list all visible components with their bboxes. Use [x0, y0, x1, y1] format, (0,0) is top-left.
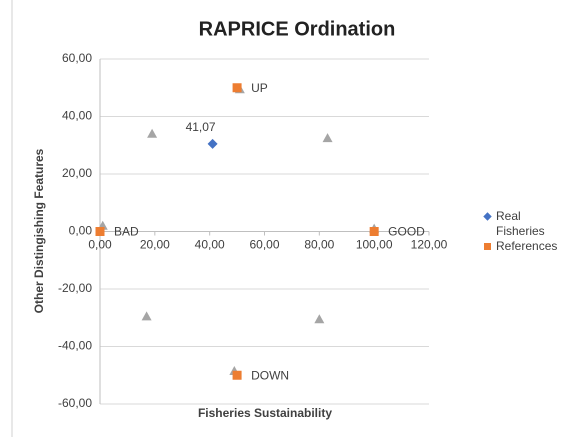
- point-label: UP: [251, 81, 268, 95]
- triangle-marker: [322, 133, 333, 143]
- x-tick-label: 100,00: [356, 238, 393, 252]
- y-tick-label: 20,00: [62, 166, 92, 180]
- legend-label: Real Fisheries: [496, 209, 545, 238]
- point-label: GOOD: [388, 225, 425, 239]
- legend-label: References: [496, 239, 558, 253]
- diamond-marker: [207, 138, 218, 149]
- x-tick-label: 40,00: [195, 238, 225, 252]
- x-tick-label: 0,00: [88, 238, 112, 252]
- triangle-marker: [141, 311, 152, 321]
- square-marker: [369, 227, 379, 236]
- y-tick-label: 60,00: [62, 51, 92, 65]
- y-tick-label: 40,00: [62, 109, 92, 123]
- legend-item: References: [484, 239, 564, 254]
- point-label: DOWN: [251, 368, 289, 382]
- x-tick-label: 80,00: [304, 238, 334, 252]
- point-label: BAD: [114, 225, 139, 239]
- legend: Real Fisheries References: [483, 209, 564, 254]
- y-tick-label: -20,00: [58, 281, 92, 295]
- chart-title: RAPRICE Ordination: [199, 18, 396, 40]
- y-tick-label: -60,00: [58, 396, 92, 410]
- y-tick-label: -40,00: [58, 339, 92, 353]
- y-axis-title: Other Distingishing Features: [32, 148, 46, 313]
- x-tick-label: 120,00: [411, 238, 448, 252]
- triangle-marker: [314, 314, 325, 324]
- legend-key: [483, 212, 492, 221]
- y-tick-label: 0,00: [69, 224, 93, 238]
- x-axis-title: Fisheries Sustainability: [198, 406, 332, 420]
- data-label: 41,07: [186, 120, 216, 134]
- x-tick-label: 20,00: [140, 238, 170, 252]
- x-tick-label: 60,00: [249, 238, 279, 252]
- legend-item: Real Fisheries: [483, 209, 564, 239]
- square-marker: [232, 83, 242, 93]
- triangle-marker: [147, 128, 158, 138]
- legend-key: [484, 243, 491, 250]
- square-marker: [232, 370, 242, 380]
- square-marker: [95, 227, 105, 236]
